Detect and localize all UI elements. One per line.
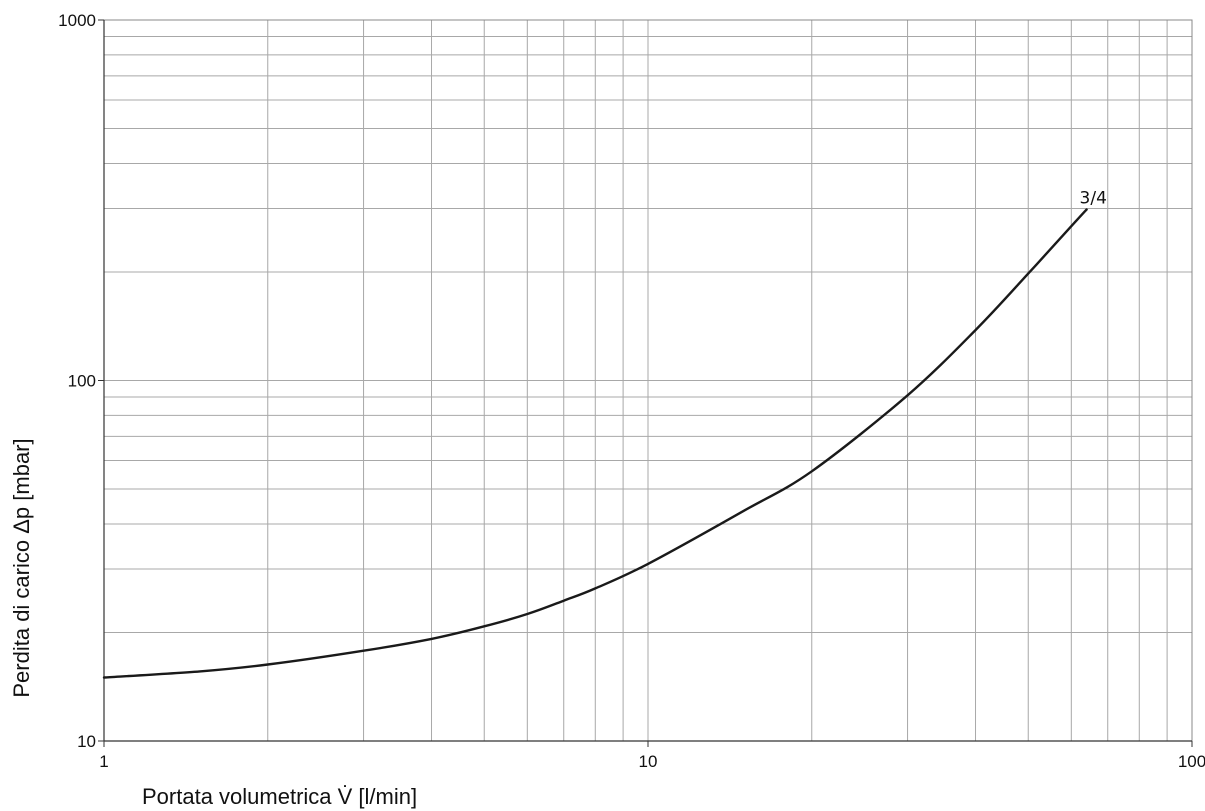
series-label: 3/4 [1080,189,1107,209]
y-tick-label: 100 [68,372,96,391]
x-tick-label: 1 [99,752,108,771]
y-tick-labels: 10 100 1000 [58,11,96,751]
x-tick-label: 10 [639,752,658,771]
x-tick-label: 100 [1178,752,1205,771]
y-tick-label: 1000 [58,11,96,30]
series-layer: 3/4 [102,189,1107,679]
y-axis-label: Perdita di carico Δp [mbar] [9,438,34,697]
series-line [102,208,1088,679]
grid-lines [104,20,1192,741]
plot-frame [98,19,1193,747]
x-axis-label: Portata volumetrica V̇ [l/min] [142,784,417,809]
x-tick-labels: 1 10 100 [99,752,1205,771]
y-tick-label: 10 [77,732,96,751]
